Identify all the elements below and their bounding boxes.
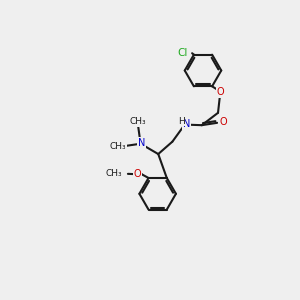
Text: O: O xyxy=(219,117,227,127)
Text: CH₃: CH₃ xyxy=(106,169,123,178)
Text: O: O xyxy=(134,169,142,179)
Text: N: N xyxy=(182,119,190,129)
Text: CH₃: CH₃ xyxy=(130,117,146,126)
Text: CH₃: CH₃ xyxy=(110,142,126,151)
Text: O: O xyxy=(217,87,224,97)
Text: H: H xyxy=(178,117,184,126)
Text: Cl: Cl xyxy=(178,48,188,58)
Text: N: N xyxy=(138,138,146,148)
